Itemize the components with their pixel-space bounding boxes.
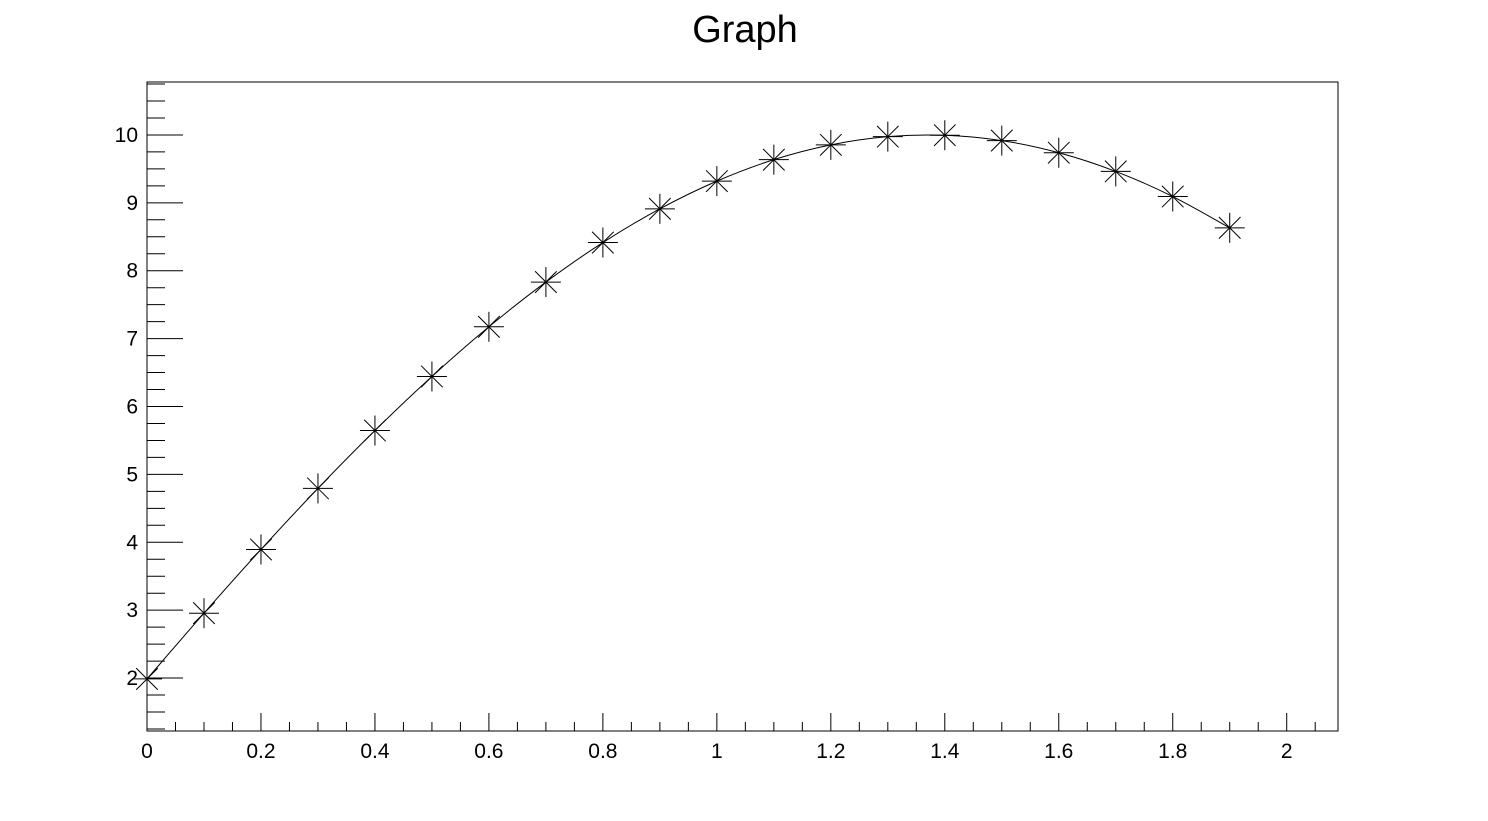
x-tick-label: 0.6 bbox=[474, 740, 503, 763]
x-tick-label: 1 bbox=[711, 740, 723, 763]
y-tick-label: 9 bbox=[126, 192, 138, 215]
data-point bbox=[530, 267, 561, 298]
x-tick-label: 0.8 bbox=[588, 740, 617, 763]
x-tick-label: 0.2 bbox=[246, 740, 275, 763]
markers bbox=[132, 120, 1245, 694]
x-tick-label: 1.2 bbox=[816, 740, 845, 763]
data-point bbox=[1043, 137, 1074, 168]
marker-stroke bbox=[1218, 216, 1241, 239]
data-point bbox=[359, 415, 390, 446]
x-tick-label: 1.8 bbox=[1158, 740, 1187, 763]
marker-stroke bbox=[762, 148, 785, 171]
data-point bbox=[1100, 156, 1131, 187]
y-tick-label: 3 bbox=[126, 599, 138, 622]
marker-stroke bbox=[591, 231, 615, 254]
plot-frame bbox=[146, 81, 1339, 732]
data-point bbox=[302, 473, 333, 504]
y-tick-label: 7 bbox=[126, 328, 138, 351]
y-tick-label: 8 bbox=[126, 260, 138, 283]
series-line bbox=[146, 134, 1230, 680]
marker-stroke bbox=[876, 125, 899, 148]
marker-stroke bbox=[1161, 185, 1184, 208]
x-tick-label: 1.6 bbox=[1044, 740, 1073, 763]
data-point bbox=[132, 663, 162, 694]
data-point bbox=[473, 311, 504, 342]
data-point bbox=[245, 534, 276, 565]
marker-stroke bbox=[135, 667, 159, 691]
marker-stroke bbox=[363, 419, 387, 442]
marker-stroke bbox=[705, 169, 729, 193]
data-point bbox=[587, 227, 618, 258]
data-point bbox=[1214, 212, 1245, 243]
x-tick-label: 0 bbox=[141, 740, 153, 763]
y-tick-label: 5 bbox=[126, 463, 138, 486]
marker-stroke bbox=[249, 538, 273, 561]
data-point bbox=[815, 129, 846, 160]
marker-stroke bbox=[1104, 160, 1127, 183]
marker-stroke bbox=[990, 129, 1013, 152]
data-point bbox=[1157, 181, 1188, 212]
y-tick-label: 6 bbox=[126, 396, 138, 419]
chart-title: Graph bbox=[692, 9, 798, 51]
x-tick-label: 1.4 bbox=[930, 740, 960, 763]
data-point bbox=[644, 193, 675, 224]
data-point bbox=[188, 598, 219, 629]
marker-stroke bbox=[534, 270, 558, 294]
data-point bbox=[986, 125, 1017, 156]
marker-stroke bbox=[192, 602, 216, 625]
marker-stroke bbox=[420, 365, 444, 388]
y-tick-label: 10 bbox=[115, 124, 138, 147]
data-point bbox=[701, 166, 732, 197]
y-tick-label: 4 bbox=[126, 531, 138, 554]
data-point bbox=[416, 361, 447, 392]
marker-stroke bbox=[477, 315, 501, 338]
marker-stroke bbox=[1047, 141, 1070, 164]
data-point bbox=[872, 121, 903, 152]
marker-stroke bbox=[933, 124, 956, 147]
x-tick-label: 0.4 bbox=[360, 740, 390, 763]
marker-stroke bbox=[648, 197, 672, 220]
x-tick-label: 2 bbox=[1281, 740, 1293, 763]
marker-stroke bbox=[306, 477, 330, 500]
data-point bbox=[929, 120, 960, 151]
data-point bbox=[758, 144, 789, 175]
marker-stroke bbox=[819, 133, 842, 157]
